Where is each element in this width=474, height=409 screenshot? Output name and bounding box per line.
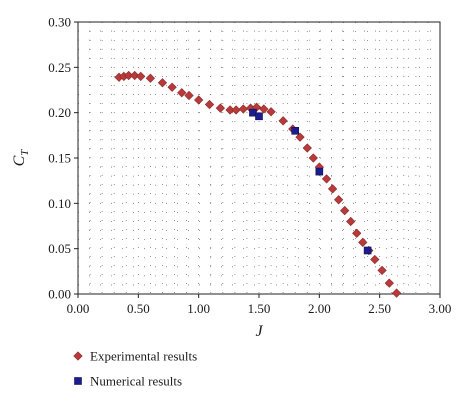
experimental-point [377,265,387,276]
legend: Experimental results Numerical results [73,349,197,389]
experimental-point [358,237,368,247]
experimental-point [130,70,140,81]
experimental-point [295,132,305,142]
experimental-point [352,228,362,238]
x-tick-label: 0.50 [127,301,150,316]
x-tick-label: 1.50 [248,301,271,316]
legend-label: Numerical results [90,374,182,389]
experimental-point [194,95,204,105]
y-tick-label: 0.10 [48,196,71,211]
y-tick-label: 0.25 [48,60,71,75]
grid-dots [78,22,440,294]
y-tick-label: 0.15 [48,151,71,166]
y-tick-label: 0.20 [48,105,71,120]
experimental-point [340,205,350,216]
experimental-point [124,70,134,81]
experimental-point [238,104,248,114]
series-experimental [114,70,402,298]
numerical-point [255,112,263,121]
experimental-point [308,153,318,163]
series-numerical [249,108,372,255]
y-tick-label: 0.00 [48,287,71,302]
y-axis-ticks: 0.00 0.05 0.10 0.15 0.20 0.25 0.30 [48,15,78,302]
experimental-point [321,174,332,184]
experimental-point [346,216,356,227]
y-axis-label-subscript: T [19,149,31,156]
experimental-point [259,104,269,114]
y-tick-label: 0.30 [48,15,71,30]
experimental-point [136,71,146,82]
experimental-point [225,105,235,115]
x-axis-label: J [255,323,263,340]
x-tick-label: 1.00 [187,301,210,316]
experimental-point [334,195,344,205]
experimental-point [370,254,380,265]
y-tick-label: 0.05 [48,241,71,256]
data-series [114,70,402,298]
experimental-point [177,88,187,98]
y-axis-label-main: C [11,155,28,166]
experimental-point [384,278,394,288]
legend-label: Experimental results [90,349,197,364]
x-axis-ticks: 0.00 0.50 1.00 1.50 2.00 2.50 3.00 [67,294,452,316]
experimental-point [145,73,156,83]
x-tick-label: 3.00 [429,301,452,316]
x-tick-label: 0.00 [67,301,90,316]
legend-marker-numerical [74,377,82,385]
experimental-point [204,99,215,110]
y-axis-label: CT [11,149,31,167]
experimental-point [157,78,168,88]
experimental-point [184,90,194,101]
experimental-point [327,184,338,194]
experimental-point [231,105,241,115]
numerical-point [315,167,324,176]
numerical-point [291,127,300,135]
legend-marker-experimental [73,351,83,361]
experimental-point [391,288,402,298]
experimental-point [215,103,226,113]
experimental-point [266,107,276,117]
experimental-point [302,143,312,153]
experimental-point [278,116,288,126]
numerical-point [363,246,372,255]
x-tick-label: 2.50 [368,301,391,316]
x-tick-label: 2.00 [308,301,331,316]
experimental-point [167,82,177,92]
